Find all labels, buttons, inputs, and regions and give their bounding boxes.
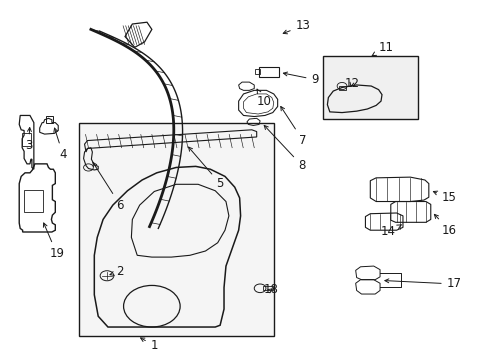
Bar	[24, 190, 42, 212]
Text: 1: 1	[140, 338, 158, 352]
Text: 9: 9	[283, 72, 318, 86]
Text: 4: 4	[54, 128, 67, 161]
Text: 15: 15	[432, 191, 456, 204]
Bar	[255, 69, 260, 74]
Bar	[259, 67, 278, 77]
Text: 8: 8	[264, 125, 305, 172]
Bar	[45, 116, 53, 123]
Bar	[338, 86, 345, 90]
Text: 7: 7	[280, 107, 306, 147]
Bar	[79, 123, 273, 336]
Text: 2: 2	[110, 265, 123, 278]
Text: 3: 3	[25, 127, 32, 152]
Bar	[322, 56, 417, 119]
Bar	[21, 134, 31, 146]
Text: 5: 5	[188, 147, 224, 190]
Text: 14: 14	[380, 225, 401, 238]
Text: 13: 13	[283, 19, 310, 34]
Text: 12: 12	[344, 77, 359, 90]
Text: 16: 16	[433, 214, 456, 237]
Text: 11: 11	[371, 41, 393, 56]
Bar	[263, 286, 272, 291]
Text: 10: 10	[256, 89, 271, 108]
Text: 17: 17	[384, 278, 461, 291]
Text: 6: 6	[93, 162, 123, 212]
Text: 18: 18	[264, 283, 278, 296]
Text: 19: 19	[43, 223, 64, 260]
